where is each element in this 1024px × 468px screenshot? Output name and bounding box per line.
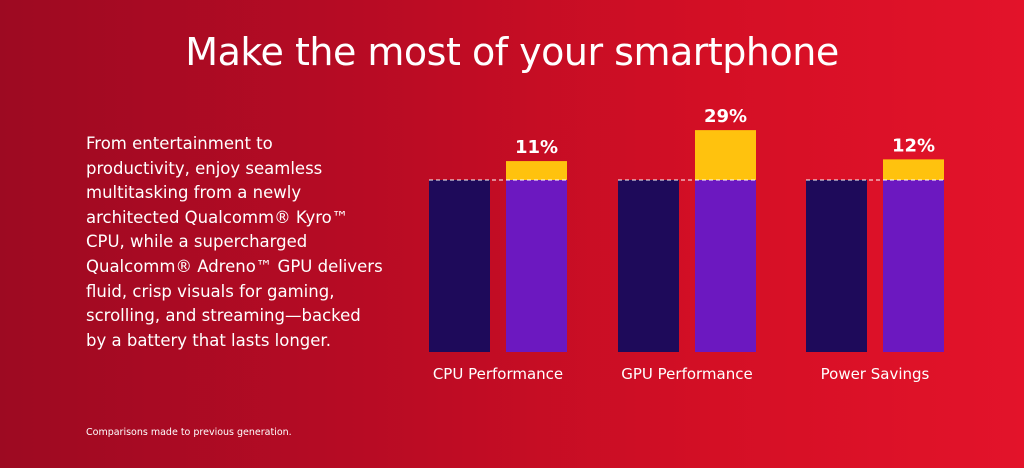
new-generation-bar: [695, 180, 756, 352]
previous-generation-bar: [618, 180, 679, 352]
improvement-label: 11%: [515, 137, 558, 158]
previous-generation-bar: [806, 180, 867, 352]
improvement-label: 29%: [704, 106, 747, 127]
description-line: multitasking from a newly: [86, 183, 302, 203]
improvement-segment: [883, 159, 944, 180]
improvement-segment: [506, 161, 567, 180]
description-line: Qualcomm® Adreno™ GPU delivers: [86, 256, 383, 276]
new-generation-bar: [883, 180, 944, 352]
category-label: Power Savings: [821, 365, 930, 383]
category-label: GPU Performance: [621, 365, 752, 383]
previous-generation-bar: [429, 180, 490, 352]
description-line: architected Qualcomm® Kyro™: [86, 207, 349, 227]
page-title: Make the most of your smartphone: [185, 30, 839, 74]
description-line: fluid, crisp visuals for gaming,: [86, 281, 335, 301]
description-line: From entertainment to: [86, 134, 273, 153]
description-line: scrolling, and streaming—backed: [86, 306, 361, 326]
description-line: by a battery that lasts longer.: [86, 330, 331, 350]
improvement-label: 12%: [892, 135, 935, 156]
footnote: Comparisons made to previous generation.: [86, 427, 292, 438]
description-text: From entertainment to productivity, enjo…: [86, 132, 396, 353]
new-generation-bar: [506, 180, 567, 352]
category-label: CPU Performance: [433, 365, 563, 383]
improvement-segment: [695, 130, 756, 180]
description-line: CPU, while a supercharged: [86, 232, 308, 252]
description-line: productivity, enjoy seamless: [86, 158, 323, 178]
